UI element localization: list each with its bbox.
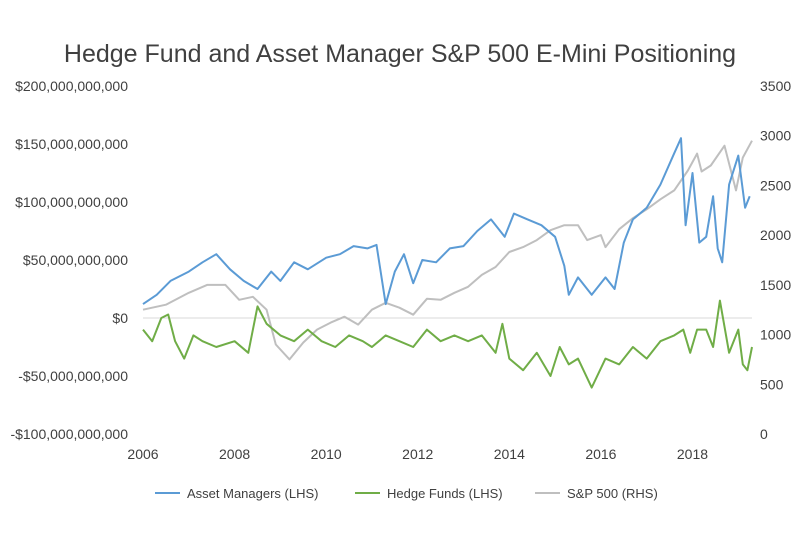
- x-tick-label: 2014: [494, 446, 525, 462]
- left-tick-label: -$100,000,000,000: [10, 426, 128, 442]
- x-tick-label: 2018: [677, 446, 708, 462]
- left-tick-label: -$50,000,000,000: [18, 368, 128, 384]
- right-tick-label: 500: [760, 376, 784, 392]
- left-tick-label: $150,000,000,000: [15, 136, 128, 152]
- left-tick-label: $200,000,000,000: [15, 78, 128, 94]
- chart-title: Hedge Fund and Asset Manager S&P 500 E-M…: [64, 40, 736, 68]
- legend-label: Asset Managers (LHS): [187, 486, 319, 501]
- series-line-hedge-funds-lhs: [142, 299, 753, 389]
- right-tick-label: 1500: [760, 277, 791, 293]
- series-line-asset-managers-lhs: [142, 137, 751, 306]
- right-tick-label: 1000: [760, 327, 791, 343]
- series-lines: [142, 137, 753, 389]
- right-tick-label: 0: [760, 426, 768, 442]
- right-tick-label: 2000: [760, 227, 791, 243]
- right-axis-tick-labels: 0 500 1000 1500 2000 2500 3000 3500: [760, 78, 791, 442]
- x-tick-label: 2016: [585, 446, 616, 462]
- legend: Asset Managers (LHS) Hedge Funds (LHS) S&P…: [155, 486, 658, 501]
- left-tick-label: $0: [112, 310, 128, 326]
- right-tick-label: 3000: [760, 128, 791, 144]
- x-tick-label: 2008: [219, 446, 250, 462]
- right-tick-label: 3500: [760, 78, 791, 94]
- x-tick-label: 2006: [127, 446, 158, 462]
- left-tick-label: $100,000,000,000: [15, 194, 128, 210]
- right-tick-label: 2500: [760, 177, 791, 193]
- left-axis-tick-labels: -$100,000,000,000 -$50,000,000,000 $0 $50,0…: [10, 78, 128, 442]
- x-tick-label: 2012: [402, 446, 433, 462]
- legend-label: S&P 500 (RHS): [567, 486, 658, 501]
- left-tick-label: $50,000,000,000: [23, 252, 128, 268]
- legend-label: Hedge Funds (LHS): [387, 486, 503, 501]
- x-axis-tick-labels: 2006 2008 2010 2012 2014 2016 2018: [127, 446, 708, 462]
- x-tick-label: 2010: [311, 446, 342, 462]
- series-line-s-p-500-rhs: [142, 140, 753, 361]
